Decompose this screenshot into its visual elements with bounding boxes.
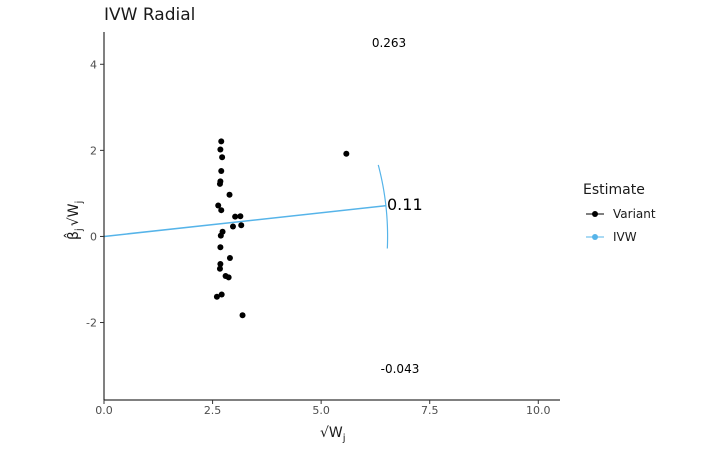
variant-point xyxy=(218,207,225,214)
variant-point xyxy=(216,180,223,187)
annotation-top: 0.263 xyxy=(372,36,406,50)
variant-point xyxy=(217,260,224,267)
y-tick-label: -2 xyxy=(86,317,97,330)
variant-point xyxy=(217,232,224,239)
variant-point xyxy=(226,254,233,261)
variant-point xyxy=(229,223,236,230)
variant-point xyxy=(217,244,224,251)
x-tick-label: 7.5 xyxy=(421,404,439,417)
y-tick-label: 4 xyxy=(90,58,97,71)
variant-point xyxy=(219,154,226,161)
annotation-ivw-estimate: 0.11 xyxy=(387,195,423,214)
variant-point xyxy=(239,312,246,319)
x-axis-label-main: √W xyxy=(320,425,343,441)
variant-point xyxy=(232,213,239,220)
legend-title: Estimate xyxy=(583,182,645,198)
legend-item-variant: Variant xyxy=(586,207,656,221)
ivw-arc xyxy=(377,164,389,249)
y-axis-label-beta-sub: j xyxy=(74,228,85,232)
y-axis-label: β̂j√Wj xyxy=(63,201,85,240)
x-axis-label: √Wj xyxy=(320,425,346,444)
legend-ivw-marker xyxy=(592,234,598,240)
plot-area: 0.263 0.11 -0.043 xyxy=(103,36,423,376)
variant-point xyxy=(216,265,223,272)
x-tick-label: 2.5 xyxy=(204,404,222,417)
y-axis-label-root-sub: j xyxy=(74,201,85,205)
variant-point xyxy=(343,150,350,157)
x-tick-label: 5.0 xyxy=(312,404,330,417)
variant-point xyxy=(237,213,244,220)
x-tick-label: 0.0 xyxy=(95,404,113,417)
variant-point xyxy=(213,293,220,300)
y-tick-label: 0 xyxy=(90,230,97,243)
x-tick-label: 10.0 xyxy=(526,404,551,417)
axes: 0.0 2.5 5.0 7.5 10.0 -2 0 2 4 xyxy=(86,32,560,417)
chart-title: IVW Radial xyxy=(104,5,195,25)
y-tick-label: 2 xyxy=(90,144,97,157)
legend-variant-label: Variant xyxy=(613,207,656,221)
variant-point xyxy=(218,168,225,175)
variant-point xyxy=(218,291,225,298)
legend-ivw-label: IVW xyxy=(613,230,637,244)
variant-point xyxy=(238,222,245,229)
variant-point xyxy=(217,146,224,153)
y-axis-label-beta: β̂ xyxy=(63,231,82,240)
y-axis-label-root: √W xyxy=(66,203,82,226)
variant-point xyxy=(215,202,222,209)
legend-variant-marker xyxy=(592,211,598,217)
legend: Estimate Variant IVW xyxy=(583,182,656,244)
variant-point xyxy=(226,191,233,198)
x-axis-label-sub: j xyxy=(342,433,346,444)
legend-item-ivw: IVW xyxy=(586,230,637,244)
ivw-line xyxy=(103,204,387,238)
variant-point xyxy=(218,138,225,145)
annotation-bottom: -0.043 xyxy=(381,362,420,376)
variant-point xyxy=(225,274,232,281)
